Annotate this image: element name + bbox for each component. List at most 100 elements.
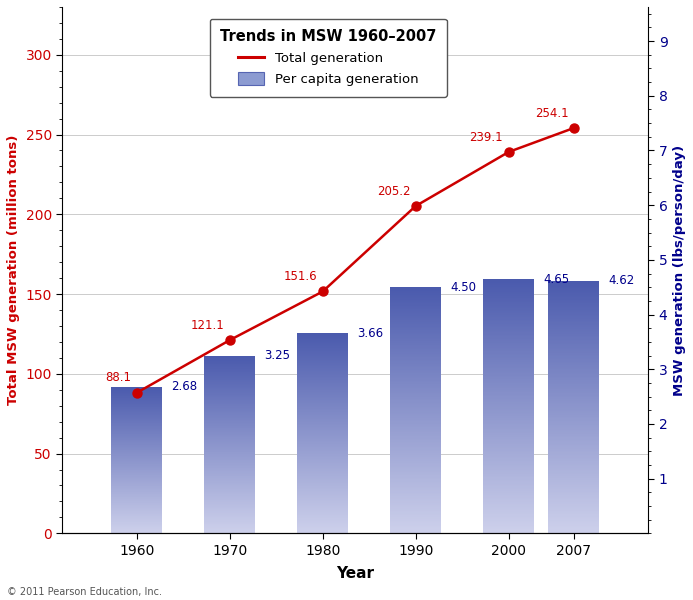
Bar bbox=[204, 440, 255, 441]
Bar bbox=[111, 511, 162, 512]
Bar bbox=[297, 375, 349, 376]
Bar bbox=[111, 495, 162, 496]
Bar bbox=[204, 525, 255, 526]
Bar bbox=[204, 414, 255, 415]
Bar bbox=[204, 475, 255, 476]
Bar bbox=[204, 390, 255, 391]
Bar bbox=[204, 517, 255, 518]
Bar bbox=[483, 396, 534, 397]
Bar bbox=[204, 469, 255, 470]
Bar bbox=[204, 506, 255, 508]
Bar bbox=[297, 363, 349, 364]
Bar bbox=[483, 526, 534, 527]
Bar bbox=[390, 430, 441, 431]
Bar bbox=[297, 469, 349, 470]
Text: 3.25: 3.25 bbox=[264, 349, 290, 362]
Bar bbox=[204, 485, 255, 486]
Bar bbox=[297, 421, 349, 422]
Bar bbox=[111, 525, 162, 526]
Bar bbox=[297, 413, 349, 414]
Bar bbox=[297, 452, 349, 453]
Bar bbox=[548, 286, 599, 287]
Bar bbox=[111, 406, 162, 407]
Bar bbox=[204, 437, 255, 438]
Bar bbox=[390, 304, 441, 305]
Bar bbox=[204, 447, 255, 448]
Bar bbox=[204, 376, 255, 377]
Text: © 2011 Pearson Education, Inc.: © 2011 Pearson Education, Inc. bbox=[7, 587, 162, 597]
Text: 2.68: 2.68 bbox=[171, 380, 198, 393]
Bar bbox=[548, 358, 599, 359]
Bar bbox=[111, 469, 162, 470]
Bar bbox=[204, 409, 255, 410]
Bar bbox=[390, 462, 441, 463]
Bar bbox=[483, 437, 534, 438]
Bar bbox=[111, 505, 162, 506]
Bar bbox=[204, 529, 255, 530]
Bar bbox=[483, 518, 534, 520]
Bar bbox=[204, 375, 255, 376]
Bar bbox=[111, 401, 162, 402]
Bar bbox=[204, 366, 255, 367]
Bar bbox=[548, 295, 599, 296]
Bar bbox=[390, 329, 441, 330]
Bar bbox=[548, 347, 599, 349]
Bar bbox=[548, 440, 599, 441]
Bar bbox=[548, 335, 599, 336]
Bar bbox=[111, 396, 162, 397]
Bar bbox=[548, 302, 599, 304]
Bar bbox=[297, 424, 349, 425]
Bar bbox=[111, 448, 162, 449]
Bar bbox=[390, 487, 441, 488]
Bar bbox=[297, 481, 349, 482]
Bar bbox=[297, 529, 349, 530]
Bar bbox=[483, 353, 534, 354]
Bar bbox=[111, 507, 162, 508]
Bar bbox=[548, 520, 599, 521]
Bar bbox=[204, 404, 255, 406]
Bar bbox=[483, 497, 534, 499]
Bar bbox=[297, 498, 349, 499]
Legend: Total generation, Per capita generation: Total generation, Per capita generation bbox=[209, 19, 447, 97]
Bar bbox=[548, 369, 599, 370]
Bar bbox=[297, 523, 349, 524]
Bar bbox=[390, 469, 441, 470]
Bar bbox=[483, 454, 534, 456]
Bar bbox=[483, 520, 534, 521]
Bar bbox=[204, 451, 255, 452]
Bar bbox=[204, 423, 255, 424]
Bar bbox=[390, 367, 441, 368]
Bar bbox=[204, 504, 255, 505]
Bar bbox=[390, 483, 441, 484]
Bar bbox=[204, 421, 255, 422]
Bar bbox=[111, 395, 162, 396]
Bar bbox=[548, 454, 599, 455]
Bar bbox=[483, 339, 534, 340]
Bar bbox=[483, 341, 534, 343]
Bar bbox=[204, 446, 255, 447]
Bar bbox=[548, 394, 599, 395]
Bar bbox=[204, 487, 255, 488]
Bar bbox=[390, 308, 441, 310]
Bar bbox=[548, 336, 599, 337]
Bar bbox=[111, 428, 162, 429]
Bar bbox=[548, 418, 599, 419]
Bar bbox=[204, 406, 255, 407]
Bar bbox=[483, 460, 534, 461]
Bar bbox=[548, 490, 599, 491]
Bar bbox=[548, 329, 599, 330]
Bar bbox=[483, 524, 534, 526]
Bar bbox=[483, 290, 534, 292]
Bar bbox=[111, 398, 162, 399]
Bar bbox=[390, 452, 441, 454]
Bar bbox=[297, 517, 349, 518]
Bar bbox=[483, 346, 534, 347]
Bar bbox=[548, 308, 599, 310]
Bar bbox=[297, 512, 349, 513]
Bar bbox=[111, 521, 162, 523]
Bar bbox=[483, 319, 534, 320]
Bar bbox=[204, 426, 255, 427]
Bar bbox=[204, 358, 255, 359]
Bar bbox=[483, 505, 534, 506]
Bar bbox=[297, 516, 349, 517]
